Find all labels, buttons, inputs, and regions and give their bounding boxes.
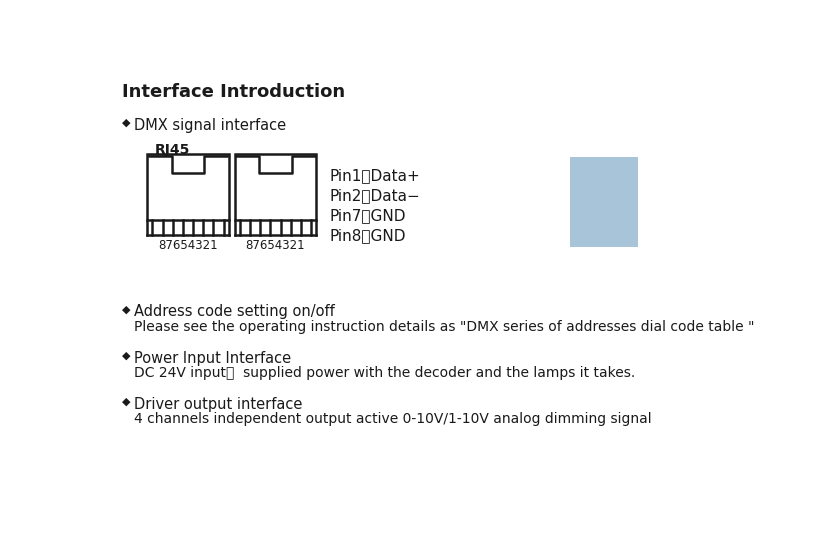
Bar bbox=[569, 156, 637, 247]
Text: DMX signal interface: DMX signal interface bbox=[134, 118, 286, 133]
Text: ◆: ◆ bbox=[121, 118, 130, 128]
Text: ◆: ◆ bbox=[121, 397, 130, 407]
Bar bbox=[235, 154, 316, 220]
Text: Power Input Interface: Power Input Interface bbox=[134, 351, 291, 365]
Text: ◆: ◆ bbox=[121, 351, 130, 360]
Text: Interface Introduction: Interface Introduction bbox=[121, 83, 344, 101]
Text: Please see the operating instruction details as "DMX series of addresses dial co: Please see the operating instruction det… bbox=[134, 320, 754, 334]
Text: 4 channels independent output active 0-10V/1-10V analog dimming signal: 4 channels independent output active 0-1… bbox=[134, 412, 651, 426]
Text: Pin7：GND: Pin7：GND bbox=[329, 208, 405, 223]
Text: Driver output interface: Driver output interface bbox=[134, 397, 302, 412]
Text: 87654321: 87654321 bbox=[246, 239, 305, 252]
Text: Pin1：Data+: Pin1：Data+ bbox=[329, 168, 420, 183]
Text: 87654321: 87654321 bbox=[158, 239, 217, 252]
Text: Pin2：Data−: Pin2：Data− bbox=[329, 188, 420, 203]
Text: RJ45: RJ45 bbox=[155, 143, 190, 156]
Text: DC 24V input，  supplied power with the decoder and the lamps it takes.: DC 24V input， supplied power with the de… bbox=[134, 366, 635, 380]
Bar bbox=[147, 154, 228, 220]
Text: Pin8：GND: Pin8：GND bbox=[329, 228, 405, 243]
Text: ◆: ◆ bbox=[121, 304, 130, 315]
Text: Address code setting on/off: Address code setting on/off bbox=[134, 304, 334, 319]
